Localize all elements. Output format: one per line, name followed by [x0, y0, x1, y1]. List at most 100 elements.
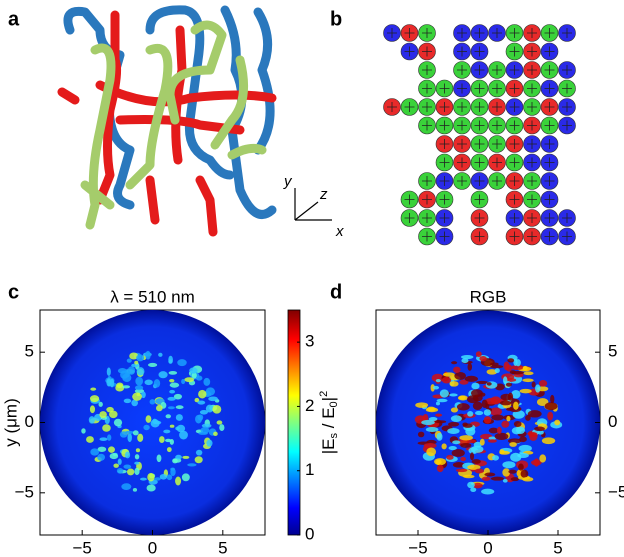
speckle [135, 385, 143, 390]
speckle [133, 430, 139, 435]
speckle [159, 436, 165, 443]
speckle [134, 361, 138, 365]
speckle [506, 416, 510, 421]
speckle [491, 415, 504, 421]
speckle [196, 376, 202, 381]
speckle [547, 412, 553, 421]
speckle [527, 432, 537, 435]
plot-title: RGB [470, 287, 507, 306]
speckle [90, 395, 99, 402]
speckle [490, 362, 499, 365]
speckle [125, 452, 130, 459]
speckle [90, 448, 99, 455]
speckle [503, 376, 507, 384]
speckle [542, 437, 555, 444]
speckle [110, 379, 114, 388]
speckle [480, 439, 485, 446]
speckle [449, 446, 457, 450]
speckle [136, 448, 140, 452]
speckle [176, 405, 184, 409]
speckle [157, 455, 162, 463]
speckle [472, 459, 481, 464]
speckle [98, 402, 102, 407]
speckle [168, 406, 175, 409]
speckle [534, 427, 545, 432]
speckle [154, 379, 160, 387]
speckle [459, 435, 473, 440]
speckle [182, 456, 189, 459]
speckle [451, 407, 458, 412]
speckle [448, 422, 459, 427]
speckle [492, 455, 499, 460]
speckle [169, 390, 175, 394]
speckle [118, 368, 127, 373]
speckle [136, 354, 144, 361]
speckle [169, 379, 174, 382]
speckle [437, 399, 448, 403]
speckle [137, 367, 145, 375]
speckle [523, 371, 533, 375]
speckle [484, 416, 491, 424]
speckle [122, 373, 131, 381]
speckle [519, 445, 532, 452]
speckle [113, 463, 118, 467]
speckle [167, 447, 172, 452]
speckle [451, 415, 462, 422]
speckle [521, 470, 529, 478]
speckle [539, 454, 546, 462]
speckle [154, 477, 161, 480]
colorbar-label-part: |E [319, 438, 338, 454]
speckle [208, 397, 218, 402]
figure: a b c d y x z λ = 510 nm−505−505x (μm)y … [0, 0, 624, 557]
speckle [168, 359, 172, 363]
speckle [90, 388, 96, 391]
y-tick-label: −5 [15, 482, 34, 501]
colorbar-tick-label: 2 [305, 396, 314, 415]
speckle [170, 468, 175, 471]
colorbar-tick-label: 3 [305, 332, 314, 351]
speckle [453, 367, 460, 373]
speckle [435, 414, 442, 417]
colorbar-tick-label: 1 [305, 460, 314, 479]
speckle [110, 453, 119, 459]
speckle [217, 420, 223, 424]
speckle [523, 366, 528, 371]
speckle [124, 399, 131, 404]
speckle [484, 409, 491, 416]
bead-lattice [384, 25, 576, 246]
speckle [554, 420, 560, 426]
speckle [167, 397, 175, 401]
speckle [426, 447, 436, 456]
speckle [513, 402, 519, 410]
speckle [117, 468, 124, 474]
speckle [436, 402, 440, 406]
speckle [528, 410, 542, 417]
speckle [510, 370, 516, 374]
speckle [459, 395, 466, 399]
colorbar-label-part: / E [319, 407, 338, 433]
speckle [144, 380, 152, 386]
speckle [203, 378, 210, 386]
speckle [86, 436, 94, 443]
speckle [443, 372, 455, 376]
speckle [421, 420, 435, 425]
speckle [461, 355, 473, 359]
speckle [177, 425, 186, 433]
speckle [176, 414, 183, 421]
speckle [460, 457, 466, 461]
speckle [518, 464, 524, 471]
speckle [481, 489, 494, 495]
speckle [131, 364, 139, 368]
speckle [467, 411, 473, 417]
speckle [550, 395, 554, 403]
speckle [197, 400, 205, 404]
speckle [198, 432, 208, 435]
speckle [465, 376, 478, 382]
tube-network [62, 10, 272, 232]
speckle [151, 419, 160, 427]
speckle [147, 473, 154, 482]
speckle [475, 411, 483, 415]
speckle [487, 382, 492, 386]
speckle [160, 474, 167, 480]
speckle [470, 452, 474, 460]
